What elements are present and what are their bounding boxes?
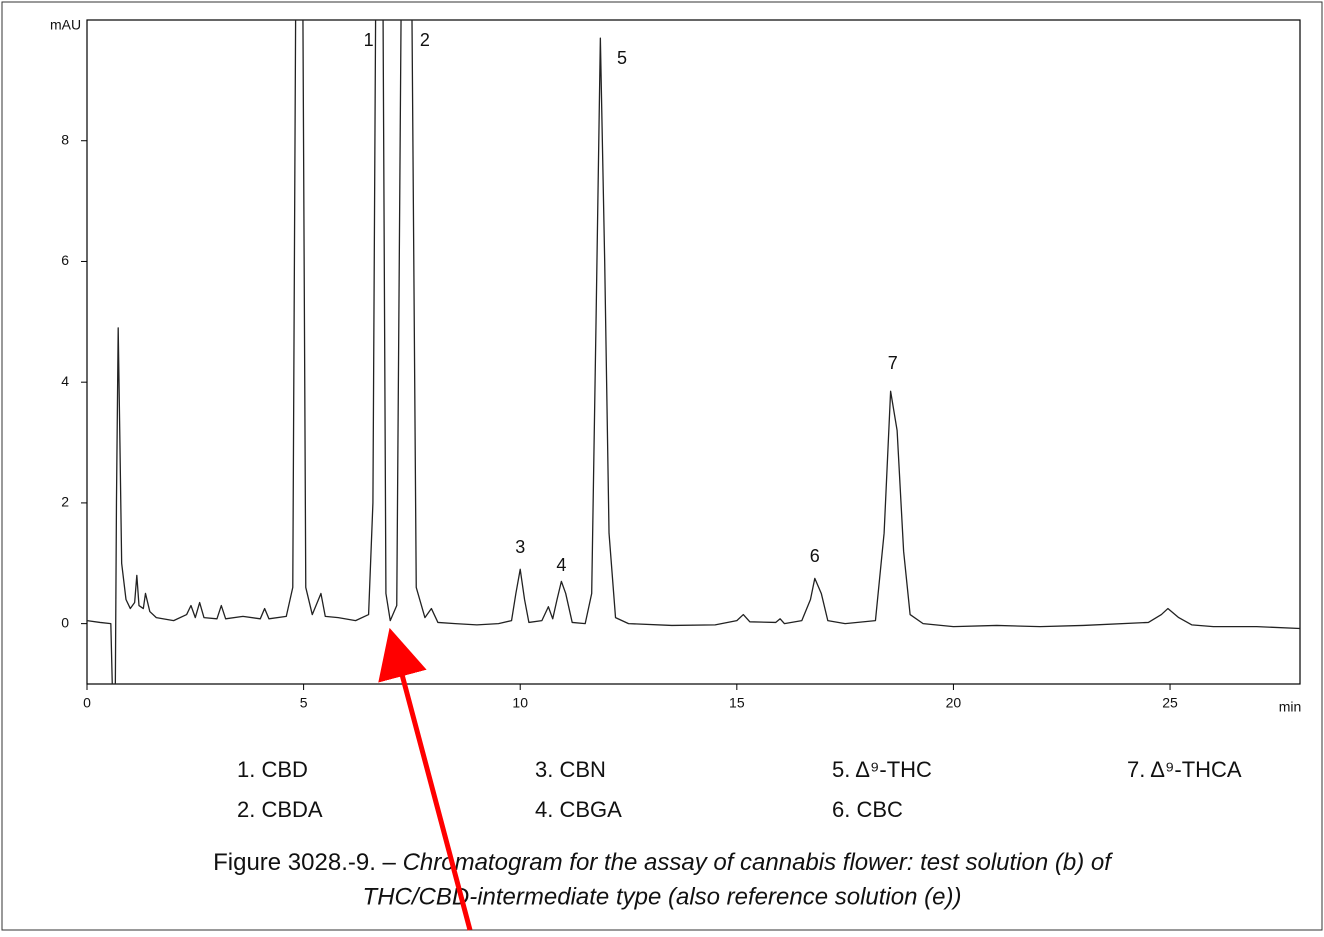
x-tick-label: 0 xyxy=(83,695,91,711)
x-tick-label: 5 xyxy=(300,695,308,711)
x-tick-label: 25 xyxy=(1162,695,1178,711)
peak-label: 5 xyxy=(617,48,627,68)
y-tick-label: 6 xyxy=(61,252,69,268)
peak-label: 4 xyxy=(556,555,566,575)
peak-label: 7 xyxy=(888,353,898,373)
x-tick-label: 20 xyxy=(946,695,962,711)
legend-entry: 5. Δ⁹-THC xyxy=(832,757,932,782)
legend-entry: 6. CBC xyxy=(832,797,903,822)
legend-entry: 3. CBN xyxy=(535,757,606,782)
plot-frame xyxy=(86,19,1301,685)
caption-text: Chromatogram for the assay of cannabis f… xyxy=(403,849,1114,876)
chromatogram-trace xyxy=(87,20,1300,684)
x-tick-label: 15 xyxy=(729,695,745,711)
legend-entry: 7. Δ⁹-THCA xyxy=(1127,757,1242,782)
y-tick-label: 4 xyxy=(61,373,69,389)
peak-label: 3 xyxy=(515,537,525,557)
legend-entry: 1. CBD xyxy=(237,757,308,782)
x-axis-label: min xyxy=(1279,699,1302,715)
y-axis-label: mAU xyxy=(50,17,81,33)
caption-line-1: Figure 3028.-9. – Chromatogram for the a… xyxy=(213,849,1113,876)
peak-label: 2 xyxy=(420,30,430,50)
peak-label: 6 xyxy=(810,546,820,566)
caption: Figure 3028.-9. – Chromatogram for the a… xyxy=(213,849,1113,910)
legend-entry: 4. CBGA xyxy=(535,797,622,822)
caption-line-2: THC/CBD-intermediate type (also referenc… xyxy=(363,883,962,910)
x-tick-label: 10 xyxy=(512,695,528,711)
y-tick-label: 0 xyxy=(61,614,69,630)
caption-label: Figure 3028.-9. – xyxy=(213,849,402,876)
y-tick-label: 2 xyxy=(61,494,69,510)
y-tick-label: 8 xyxy=(61,131,69,147)
plot-area xyxy=(87,20,1300,684)
peak-label: 1 xyxy=(364,30,374,50)
legend-entry: 2. CBDA xyxy=(237,797,323,822)
red-arrow xyxy=(378,627,473,931)
